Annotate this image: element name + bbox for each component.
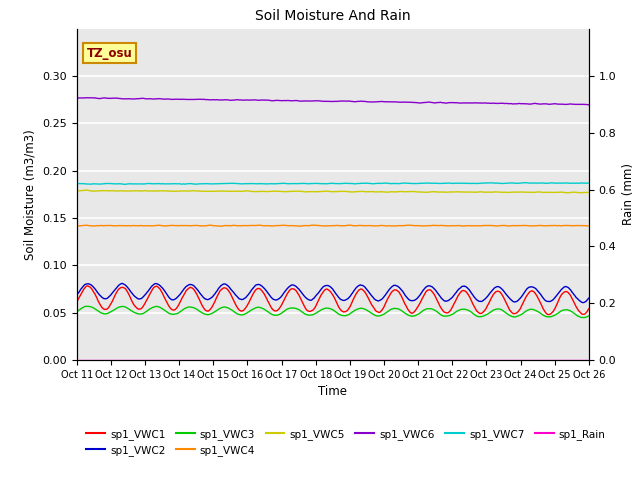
Y-axis label: Rain (mm): Rain (mm) bbox=[622, 163, 635, 226]
Y-axis label: Soil Moisture (m3/m3): Soil Moisture (m3/m3) bbox=[24, 129, 36, 260]
Title: Soil Moisture And Rain: Soil Moisture And Rain bbox=[255, 10, 411, 24]
X-axis label: Time: Time bbox=[318, 385, 348, 398]
Text: TZ_osu: TZ_osu bbox=[87, 47, 132, 60]
Legend: sp1_VWC1, sp1_VWC2, sp1_VWC3, sp1_VWC4, sp1_VWC5, sp1_VWC6, sp1_VWC7, sp1_Rain: sp1_VWC1, sp1_VWC2, sp1_VWC3, sp1_VWC4, … bbox=[82, 425, 610, 460]
